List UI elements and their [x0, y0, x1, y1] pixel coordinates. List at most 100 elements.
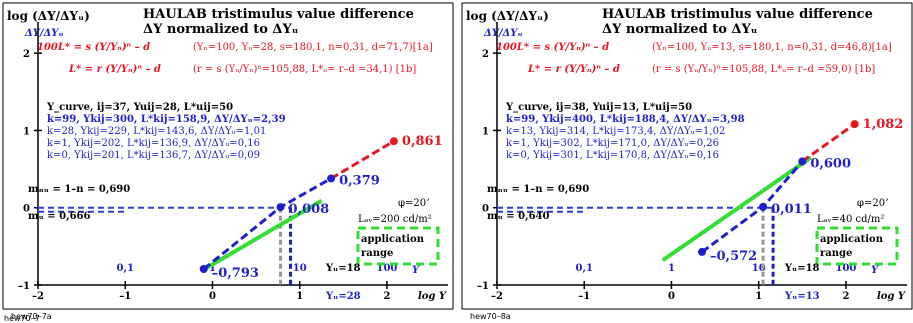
y-axis-title: log (ΔY/ΔYᵤ)	[7, 9, 90, 23]
info-line: Y_curve, ij=37, Yuij=28, L*uij=50	[46, 102, 233, 113]
data-label: –0,572	[710, 249, 757, 264]
data-label: 0,861	[402, 134, 443, 149]
data-label: 0,011	[771, 202, 812, 217]
x-tick-label: 0	[209, 291, 216, 302]
formula-1b: L* = r (Y/Yₙ)ⁿ – d	[68, 64, 161, 75]
application-label: application	[820, 234, 884, 245]
formula-1a-params: (Yₙ=100, Yᵤ=13, s=180,1, n=0,31, d=46,8)…	[652, 42, 892, 53]
formula-1b-params: (r = s (Yᵤ/Yₙ)ⁿ=105,88, L*ᵤ= r–d =59,0) …	[652, 64, 875, 75]
info-line: k=0, Ykij=201, L*kij=136,7, ΔY/ΔYᵤ=0,09	[47, 150, 260, 161]
data-label: 0,008	[289, 202, 330, 217]
data-point	[698, 247, 706, 256]
x-tick-label: 1	[755, 291, 762, 302]
green-reference-line	[202, 199, 323, 272]
data-point	[276, 203, 285, 212]
y-tick-label: 2	[482, 49, 489, 60]
y-symbol-label: Y	[412, 265, 420, 276]
data-point	[389, 137, 398, 146]
x-tick-label: 2	[383, 291, 390, 302]
x-tick-label: –1	[578, 291, 590, 302]
y-symbol-label: Y	[871, 265, 879, 276]
y-tick-label: –1	[477, 281, 489, 292]
formula-1a: 100L* = s (Y/Yₙ)ⁿ – d	[496, 42, 609, 53]
x-axis-label: log Y	[418, 291, 447, 302]
mu-label: mᵤ = 0,640	[487, 211, 549, 222]
data-point	[759, 202, 768, 211]
y-value-label: 100	[835, 263, 856, 274]
y-tick-label: 1	[23, 126, 30, 137]
y-value-label: 10	[752, 263, 766, 274]
data-label: 0,600	[810, 156, 851, 171]
y-value-label: 10	[293, 263, 307, 274]
data-point	[327, 174, 336, 183]
blue-curve	[202, 177, 332, 271]
luminance-label: Lₐᵥ=40 cd/m²	[817, 214, 884, 225]
chart-title: HAULAB tristimulus value difference	[143, 7, 414, 22]
data-label: –0,793	[212, 266, 259, 281]
application-box	[815, 226, 899, 266]
info-line: k=99, Ykij=400, L*kij=188,4, ΔY/ΔYᵤ=3,98	[506, 114, 745, 125]
data-label: 0,379	[339, 173, 380, 188]
x-axis-label: log Y	[877, 291, 906, 302]
x-tick-label: –1	[119, 291, 131, 302]
y-value-label: 100	[376, 263, 397, 274]
data-point	[850, 120, 859, 129]
range-label: range	[361, 248, 393, 259]
application-box	[356, 226, 440, 266]
y-tick-label: 0	[23, 204, 30, 215]
yu18-label: Yᵤ=18	[325, 263, 361, 274]
y-tick-label: 1	[482, 126, 489, 137]
data-point	[199, 265, 208, 274]
axis-unit-label: ΔY/ΔYᵤ	[24, 28, 64, 39]
x-tick-label: 1	[296, 291, 303, 302]
x-tick-label: 0	[668, 291, 675, 302]
info-line: k=13, Ykij=314, L*kij=173,4, ΔY/ΔYᵤ=1,02	[506, 126, 725, 137]
axis-unit-label: ΔY/ΔYᵤ	[483, 28, 523, 39]
panel-left: log (ΔY/ΔYᵤ) HAULAB tristimulus value dif…	[2, 2, 454, 321]
panel-code: hew70–7a	[11, 312, 52, 321]
y-tick-label: 0	[482, 204, 489, 215]
info-line: k=99, Ykij=300, L*kij=158,9, ΔY/ΔYᵤ=2,39	[47, 114, 286, 125]
luminance-label: Lₐᵥ=200 cd/m²	[358, 214, 432, 225]
y-value-label: 1	[668, 263, 675, 274]
info-line: k=28, Ykij=229, L*kij=143,6, ΔY/ΔYᵤ=1,01	[47, 126, 266, 137]
mnu-label: mₙᵤ = 1–n = 0,690	[487, 184, 589, 195]
y-value-label: 0,1	[117, 263, 134, 274]
panel-code: hew70–8a	[470, 312, 511, 321]
info-line: k=1, Ykij=302, L*kij=171,0, ΔY/ΔYᵤ=0,26	[506, 138, 719, 149]
panel-frame	[2, 2, 454, 310]
panel-right: log (ΔY/ΔYᵤ) HAULAB tristimulus value dif…	[461, 2, 913, 321]
data-point	[798, 157, 807, 166]
phi-label: φ=20ʼ	[398, 198, 429, 209]
red-curve	[330, 139, 395, 180]
phi-label: φ=20ʼ	[857, 198, 888, 209]
yu18-label: Yᵤ=18	[784, 263, 820, 274]
application-label: application	[361, 234, 425, 245]
x-tick-label: –2	[32, 291, 44, 302]
mnu-label: mₙᵤ = 1–n = 0,690	[28, 184, 130, 195]
y-value-label: 0,1	[576, 263, 593, 274]
data-label: 1,082	[863, 117, 904, 132]
green-reference-line	[661, 155, 813, 262]
panel-frame	[461, 2, 913, 310]
y-value-label: 1	[209, 263, 216, 274]
red-curve	[801, 122, 856, 163]
info-line: Y_curve, ij=38, Yuij=13, L*uij=50	[505, 102, 692, 113]
info-line: k=1, Ykij=202, L*kij=136,9, ΔY/ΔYᵤ=0,16	[47, 138, 260, 149]
y-tick-label: –1	[18, 281, 30, 292]
mu-label: mᵤ = 0,666	[28, 211, 90, 222]
x-tick-label: –2	[491, 291, 503, 302]
formula-1b: L* = r (Y/Yₙ)ⁿ – d	[527, 64, 620, 75]
chart-title: HAULAB tristimulus value difference	[602, 7, 873, 22]
chart-subtitle: ΔY normalized to ΔYᵤ	[602, 22, 758, 37]
y-tick-label: 2	[23, 49, 30, 60]
x-tick-label: 2	[842, 291, 849, 302]
formula-1a: 100L* = s (Y/Yₙ)ⁿ – d	[37, 42, 150, 53]
yu-tick-label: Yᵤ=28	[325, 291, 361, 302]
range-label: range	[820, 248, 852, 259]
y-axis-title: log (ΔY/ΔYᵤ)	[466, 9, 549, 23]
chart-subtitle: ΔY normalized to ΔYᵤ	[143, 22, 299, 37]
formula-1b-params: (r = s (Yᵤ/Yₙ)ⁿ=105,88, L*ᵤ= r–d =34,1) …	[193, 64, 416, 75]
formula-1a-params: (Yₙ=100, Yᵤ=28, s=180,1, n=0,31, d=71,7)…	[193, 42, 433, 53]
